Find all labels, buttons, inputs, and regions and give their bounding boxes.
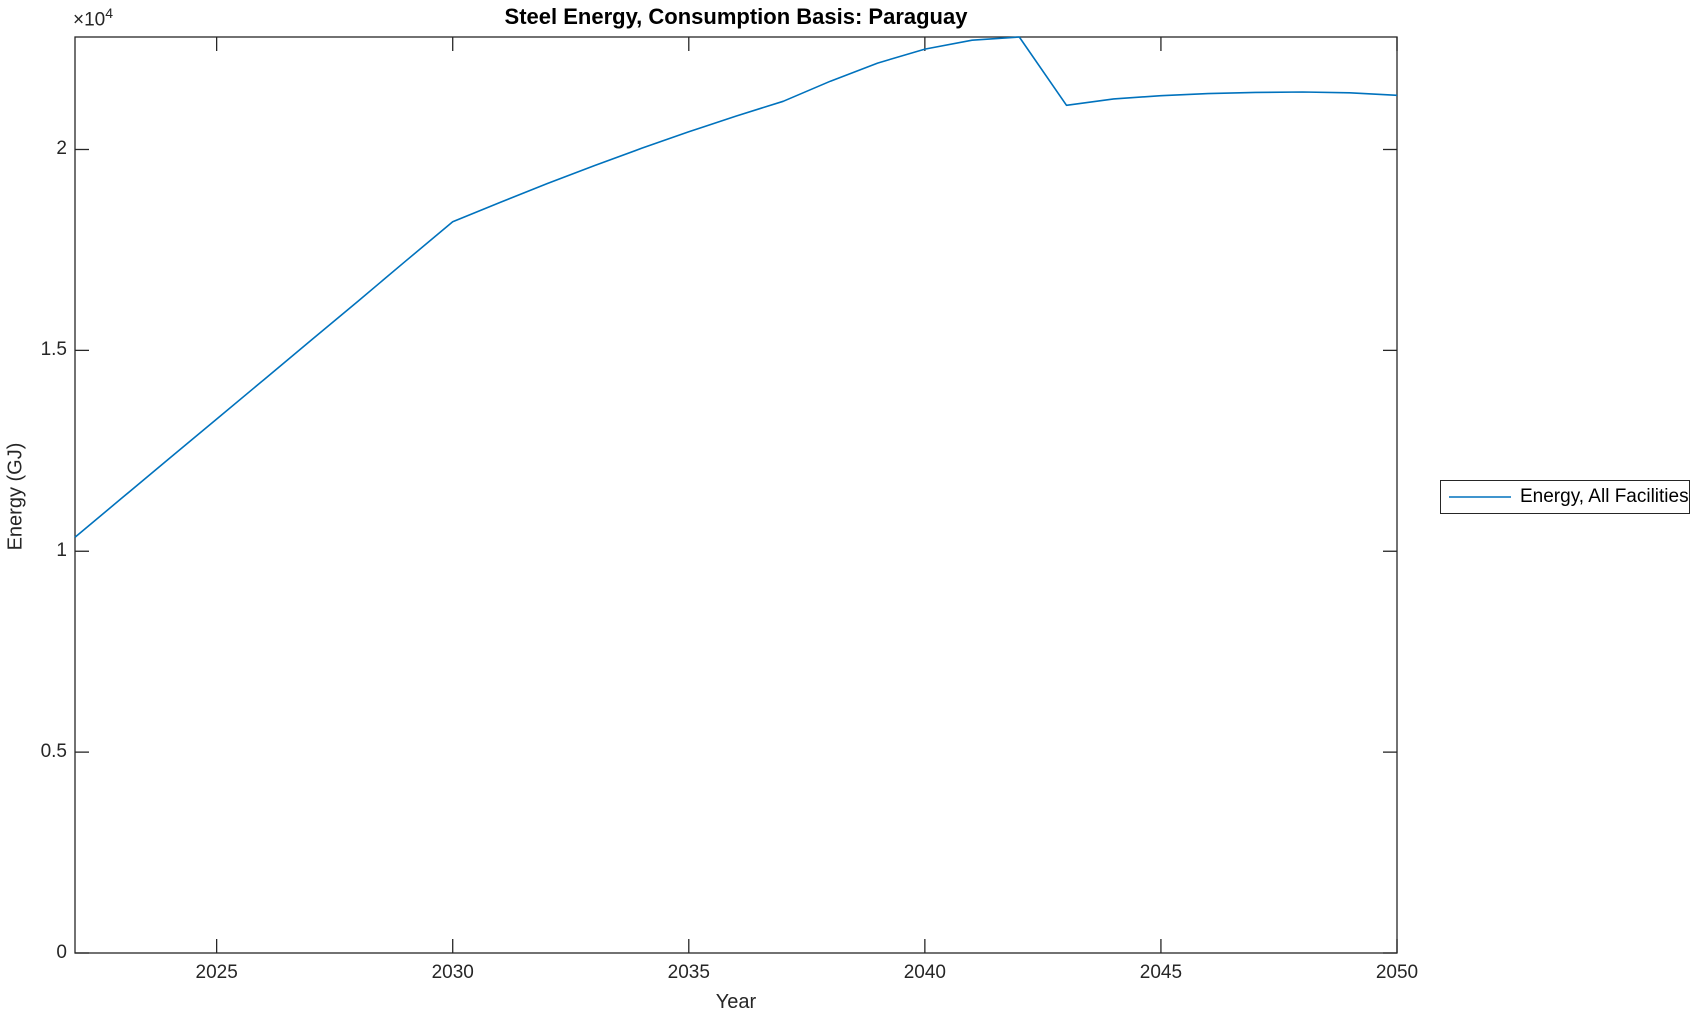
y-tick-label: 1.5 [40,339,67,361]
y-axis-label: Energy (GJ) [4,442,27,551]
legend-entry-label: Energy, All Facilities [1520,486,1689,507]
axes-box [74,36,1398,954]
x-tick-label: 2025 [195,962,238,983]
energy-series-line [74,36,1398,538]
x-tick-label: 2030 [431,962,474,983]
x-axis-label: Year [715,991,757,1013]
y-axis-multiplier: ×104 [73,5,114,31]
chart-title: Steel Energy, Consumption Basis: Paragua… [504,4,968,29]
x-tick-label: 2045 [1139,962,1183,983]
y-tick-label: 0.5 [40,741,67,763]
x-tick-label: 2040 [903,962,946,983]
x-tick-label: 2050 [1375,962,1419,983]
y-tick-label: 0 [56,942,67,963]
y-tick-label: 2 [56,138,67,160]
legend: Energy, All Facilities [1440,480,1690,514]
x-tick-label: 2035 [667,962,710,983]
tick-marks [75,37,1398,954]
legend-line-sample [1449,496,1511,498]
y-tick-label: 1 [56,540,67,562]
